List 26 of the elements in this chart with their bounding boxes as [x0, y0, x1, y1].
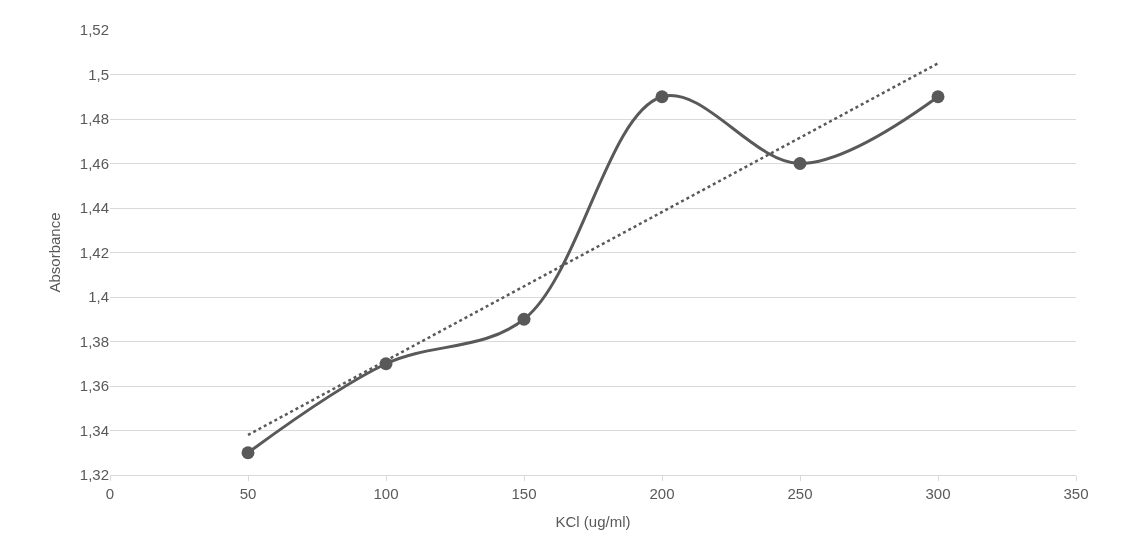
y-tick-label: 1,32	[79, 466, 109, 484]
x-tick-label: 350	[1063, 485, 1089, 502]
point	[517, 312, 531, 326]
x-tick-label: 300	[925, 485, 951, 502]
x-tick-label: 50	[239, 485, 257, 502]
x-tick-label: 150	[511, 485, 537, 502]
point	[793, 157, 807, 170]
y-tick-label: 1,42	[79, 243, 109, 261]
x-tick-label: 200	[649, 485, 675, 502]
y-tick-label: 1,46	[79, 154, 109, 172]
x-axis-title: KCl (ug/ml)	[555, 513, 631, 530]
y-tick-label: 1,36	[79, 377, 109, 395]
y-tick-label: 1,52	[79, 21, 109, 39]
y-tick-label: 1,4	[88, 288, 109, 306]
point	[241, 446, 255, 460]
x-tick-label: 100	[373, 485, 399, 502]
y-tick-label: 1,34	[79, 421, 109, 439]
x-tick-label: 250	[787, 485, 813, 502]
y-axis-title: Absorbance	[46, 212, 64, 293]
x-tick-label: 0	[105, 485, 115, 502]
point	[655, 90, 669, 104]
y-tick-label: 1,38	[79, 332, 109, 350]
point	[931, 90, 945, 104]
y-tick-label: 1,48	[79, 110, 109, 128]
y-tick-label: 1,5	[88, 65, 109, 83]
y-tick-label: 1,44	[79, 199, 109, 217]
